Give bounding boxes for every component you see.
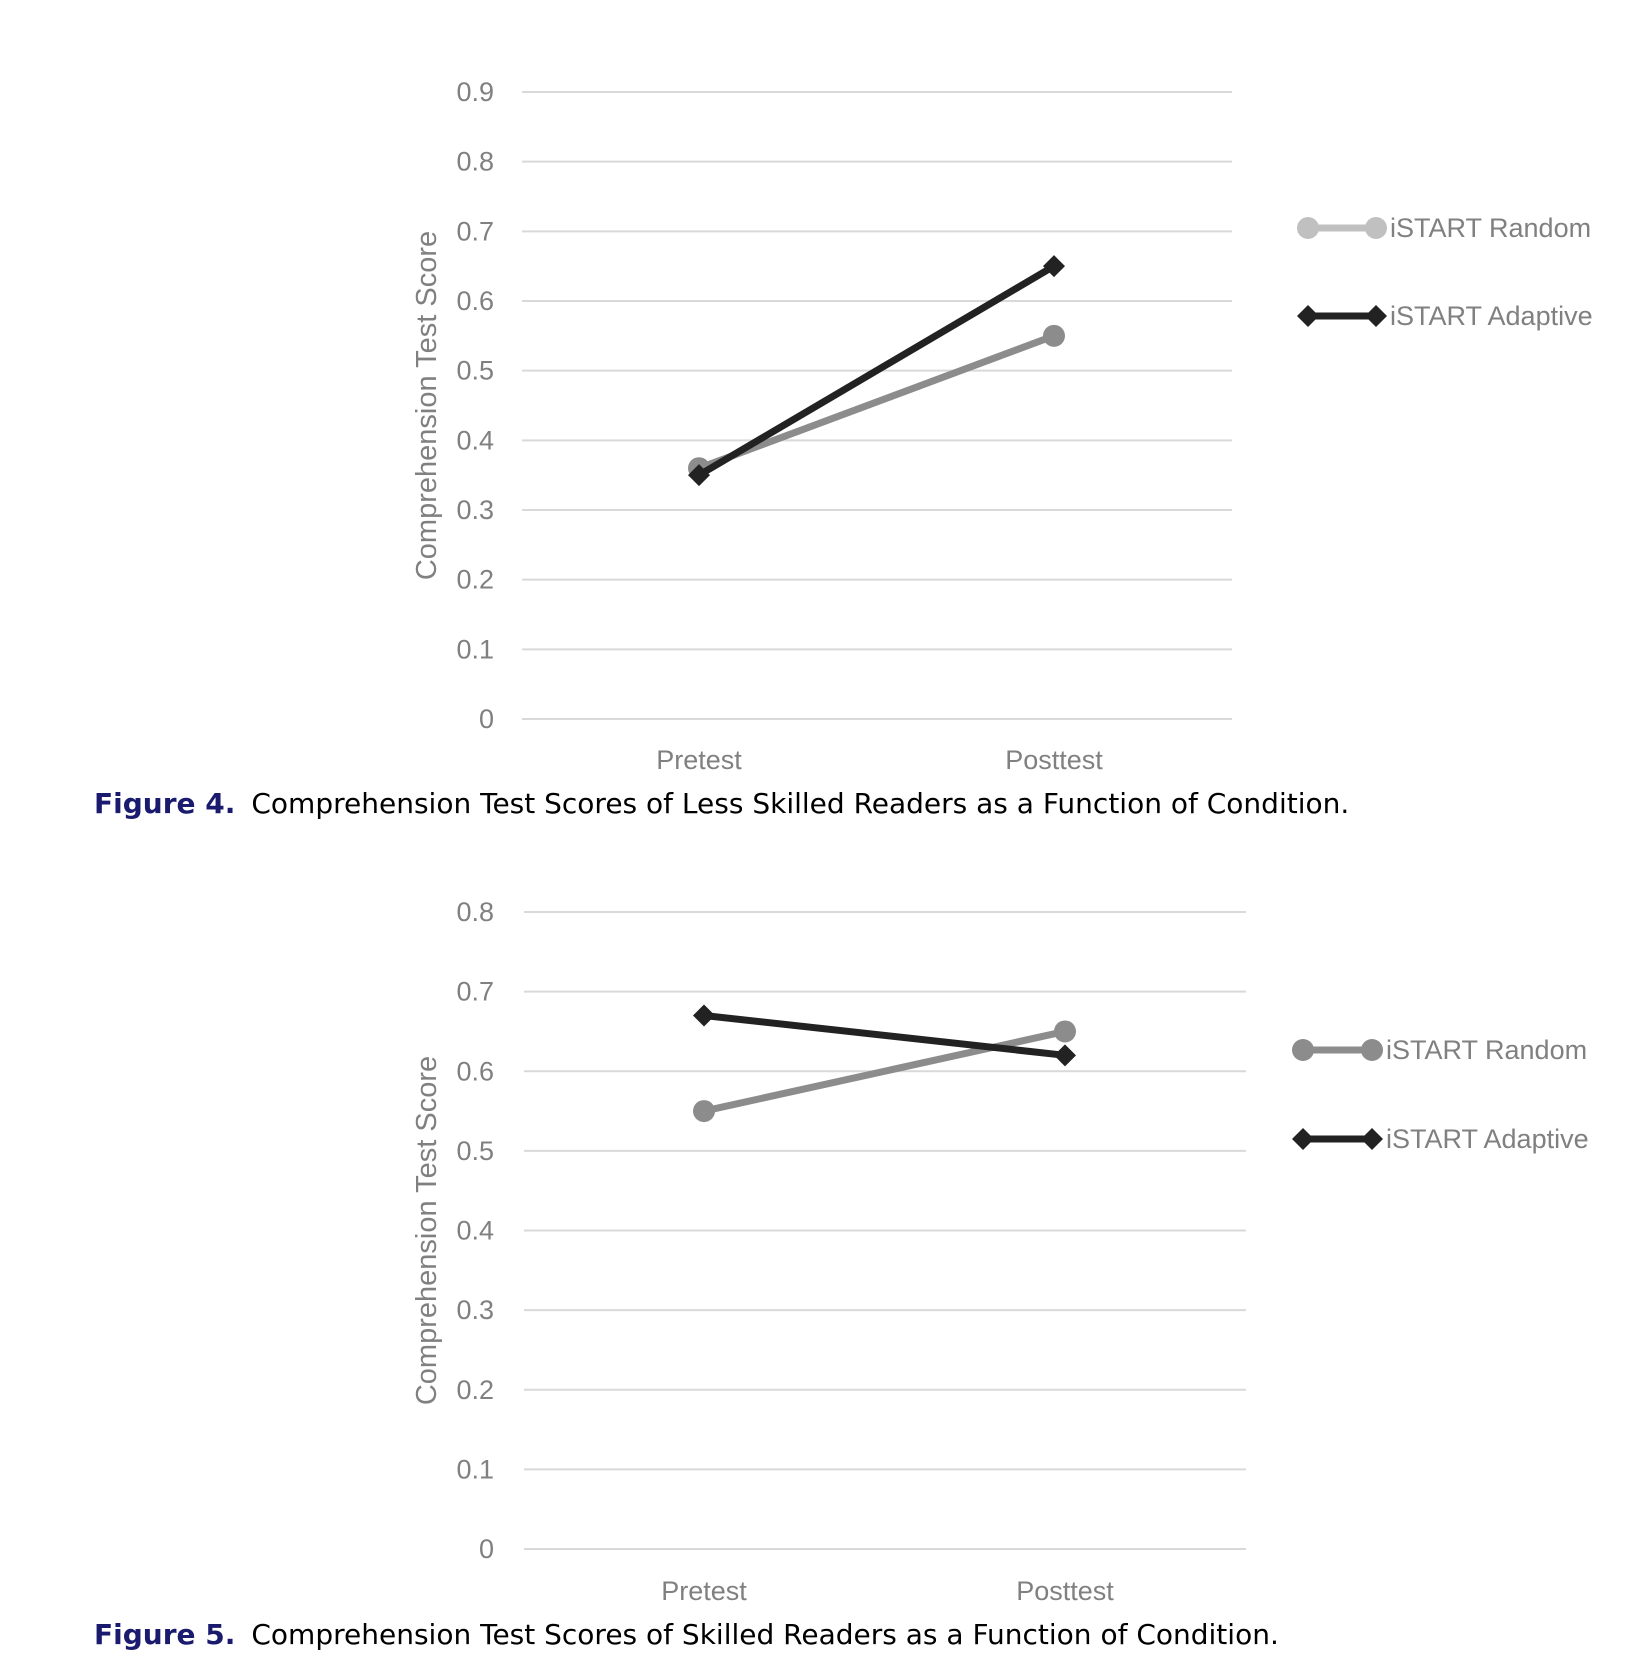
legend-marker-circle	[1297, 217, 1319, 239]
y-tick-label: 0.2	[456, 1375, 494, 1405]
legend-marker-diamond	[1361, 1128, 1383, 1150]
y-tick-label: 0.4	[456, 1216, 494, 1246]
y-tick-label: 0.7	[456, 977, 494, 1007]
y-tick-label: 0.3	[456, 1295, 494, 1325]
series-line	[697, 332, 1056, 472]
line-chart-figure-4: 0 0.1 0.2 0.3 0.4 0.5 0.6 0.7 0.8 0.9 Pretest Postt…	[411, 77, 1593, 775]
series-line	[697, 263, 1056, 479]
y-tick-label: 0.1	[456, 634, 494, 664]
figure-5: 0 0.1 0.2 0.3 0.4 0.5 0.6 0.7 0.8 Pretest Posttest…	[0, 850, 1648, 1678]
legend-label: iSTART Adaptive	[1390, 301, 1593, 331]
data-point-diamond	[1054, 1044, 1076, 1067]
x-tick-label: Pretest	[656, 745, 742, 775]
caption-label: Figure 4.	[94, 787, 236, 820]
caption-text: Comprehension Test Scores of Skilled Rea…	[251, 1618, 1279, 1651]
data-point-diamond	[693, 1004, 715, 1027]
legend-marker-diamond	[1292, 1128, 1314, 1150]
x-tick-label: Pretest	[661, 1576, 747, 1606]
data-point-circle	[1054, 1020, 1076, 1043]
y-tick-label: 0.6	[456, 286, 494, 316]
legend-marker-circle	[1361, 1039, 1383, 1061]
y-tick-label: 0	[479, 1534, 494, 1564]
x-tick-label: Posttest	[1016, 1576, 1114, 1606]
legend-marker-circle	[1292, 1039, 1314, 1061]
caption-text: Comprehension Test Scores of Less Skille…	[251, 787, 1350, 820]
y-tick-label: 0	[479, 704, 494, 734]
y-tick-label: 0.4	[456, 425, 494, 455]
legend-label: iSTART Random	[1390, 213, 1591, 243]
y-tick-label: 0.5	[456, 1136, 494, 1166]
data-point-diamond	[688, 464, 710, 487]
y-tick-label: 0.5	[456, 356, 494, 386]
y-tick-label: 0.6	[456, 1056, 494, 1086]
legend-marker-circle	[1365, 217, 1387, 239]
y-tick-label: 0.9	[456, 77, 494, 107]
figure-caption: Figure 4. Comprehension Test Scores of Le…	[94, 787, 1349, 820]
data-point-circle	[693, 1100, 715, 1123]
y-tick-label: 0.7	[456, 216, 494, 246]
legend-label: iSTART Random	[1386, 1035, 1587, 1065]
line-chart-figure-5: 0 0.1 0.2 0.3 0.4 0.5 0.6 0.7 0.8 Pretest Posttest…	[411, 897, 1589, 1606]
y-tick-label: 0.8	[456, 897, 494, 927]
series-line	[703, 1012, 1066, 1059]
figure-caption: Figure 5. Comprehension Test Scores of Sk…	[94, 1618, 1279, 1651]
y-tick-label: 0.2	[456, 565, 494, 595]
y-axis-title: Comprehension Test Score	[411, 231, 443, 580]
legend-label: iSTART Adaptive	[1386, 1124, 1589, 1154]
legend-marker-diamond	[1297, 305, 1319, 327]
y-tick-label: 0.1	[456, 1454, 494, 1484]
legend-marker-diamond	[1365, 305, 1387, 327]
figure-4: 0 0.1 0.2 0.3 0.4 0.5 0.6 0.7 0.8 0.9 Pretest Postt…	[94, 77, 1593, 820]
data-point-diamond	[1043, 255, 1065, 278]
y-tick-label: 0.3	[456, 495, 494, 525]
series-line	[703, 1028, 1066, 1115]
y-tick-label: 0.8	[456, 147, 494, 177]
y-axis-title: Comprehension Test Score	[411, 1056, 443, 1405]
caption-label: Figure 5.	[94, 1618, 236, 1651]
data-point-circle	[1043, 324, 1065, 347]
x-tick-label: Posttest	[1005, 745, 1103, 775]
